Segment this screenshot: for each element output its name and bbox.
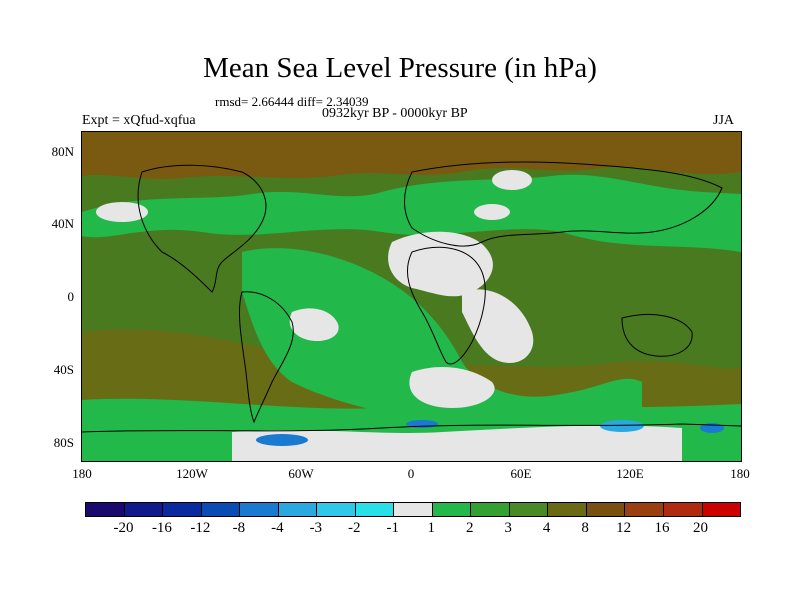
- colorbar-swatch: [124, 503, 164, 516]
- colorbar-label: 1: [427, 520, 435, 536]
- coast-africa: [406, 246, 486, 365]
- map-canvas: [82, 132, 741, 461]
- colorbar-swatch: [240, 503, 279, 516]
- colorbar-swatch: [278, 503, 318, 516]
- y-tick-0: 0: [67, 289, 75, 304]
- field-neutral-south-atlantic: [409, 367, 495, 408]
- coast-antarctica: [82, 423, 741, 433]
- x-tick-60w: 60W: [288, 466, 314, 481]
- colorbar-swatch: [625, 503, 664, 516]
- colorbar-label: 8: [581, 520, 589, 536]
- field-arctic: [82, 132, 741, 179]
- colorbar-label: -4: [271, 520, 284, 536]
- field-neutral-pacific: [289, 308, 339, 342]
- colorbar-label: 20: [693, 520, 709, 536]
- field-neutral-indian: [462, 289, 534, 363]
- colorbar-swatch: [317, 503, 356, 516]
- field-neutral-africa: [388, 231, 493, 297]
- page-title: Mean Sea Level Pressure (in hPa): [203, 52, 597, 84]
- colorbar-swatch: [394, 503, 433, 516]
- y-tick-40n: 40N: [51, 216, 74, 231]
- field-low-west: [256, 434, 308, 446]
- x-tick-120w: 120W: [176, 466, 208, 481]
- colorbar-label: 3: [504, 520, 512, 536]
- y-tick-40s: 40S: [53, 362, 74, 377]
- x-tick-0: 0: [407, 466, 415, 481]
- colorbar-swatch: [432, 503, 472, 516]
- colorbar-swatch: [355, 503, 395, 516]
- colorbar: [85, 502, 741, 517]
- season-label: JJA: [713, 113, 735, 128]
- colorbar-label: -8: [232, 520, 246, 536]
- coastlines: [82, 161, 741, 433]
- period-label: 0932kyr BP - 0000kyr BP: [322, 106, 468, 121]
- coast-eurasia: [404, 161, 723, 247]
- colorbar-swatch: [663, 503, 703, 516]
- colorbar-label: -20: [113, 520, 134, 536]
- colorbar-swatch: [201, 503, 241, 516]
- coast-australia: [621, 314, 693, 357]
- colorbar-label: 2: [465, 520, 474, 536]
- colorbar-swatch: [548, 503, 587, 516]
- colorbar-swatch: [163, 503, 202, 516]
- field-neutral-n-pacific: [96, 202, 148, 222]
- colorbar-label: -3: [309, 520, 323, 536]
- colorbar-swatch: [509, 503, 549, 516]
- colorbar-swatch: [702, 503, 741, 516]
- experiment-label: Expt = xQfud-xqfua: [82, 113, 196, 128]
- colorbar-label: -12: [190, 520, 211, 536]
- field-low-east: [600, 420, 644, 432]
- colorbar-swatch: [471, 503, 510, 516]
- x-tick-180e: 180: [730, 466, 750, 481]
- coast-north-america: [137, 164, 267, 293]
- colorbar-label: 16: [654, 520, 670, 536]
- field-green-atlantic: [242, 248, 642, 430]
- x-tick-180w: 180: [72, 466, 92, 481]
- y-tick-80s: 80S: [53, 435, 74, 450]
- colorbar-label: 12: [616, 520, 632, 536]
- y-tick-80n: 80N: [51, 144, 74, 159]
- x-tick-60e: 60E: [510, 466, 532, 481]
- colorbar-label: -1: [386, 520, 400, 536]
- colorbar-label: -16: [151, 520, 172, 536]
- x-tick-120e: 120E: [616, 466, 644, 481]
- rmsd-diff-stats: rmsd= 2.66444 diff= 2.34039: [215, 94, 369, 109]
- field-neutral-europe: [474, 204, 510, 220]
- colorbar-label: 4: [542, 520, 551, 536]
- field-antarctic-neutral: [232, 425, 682, 461]
- colorbar-swatch: [86, 503, 125, 516]
- pressure-map: [81, 131, 742, 462]
- field-neutral-n-atlantic: [492, 170, 532, 190]
- colorbar-label: -2: [348, 520, 361, 536]
- colorbar-swatch: [586, 503, 626, 516]
- coast-south-america: [238, 291, 294, 424]
- field-green-north: [82, 174, 741, 252]
